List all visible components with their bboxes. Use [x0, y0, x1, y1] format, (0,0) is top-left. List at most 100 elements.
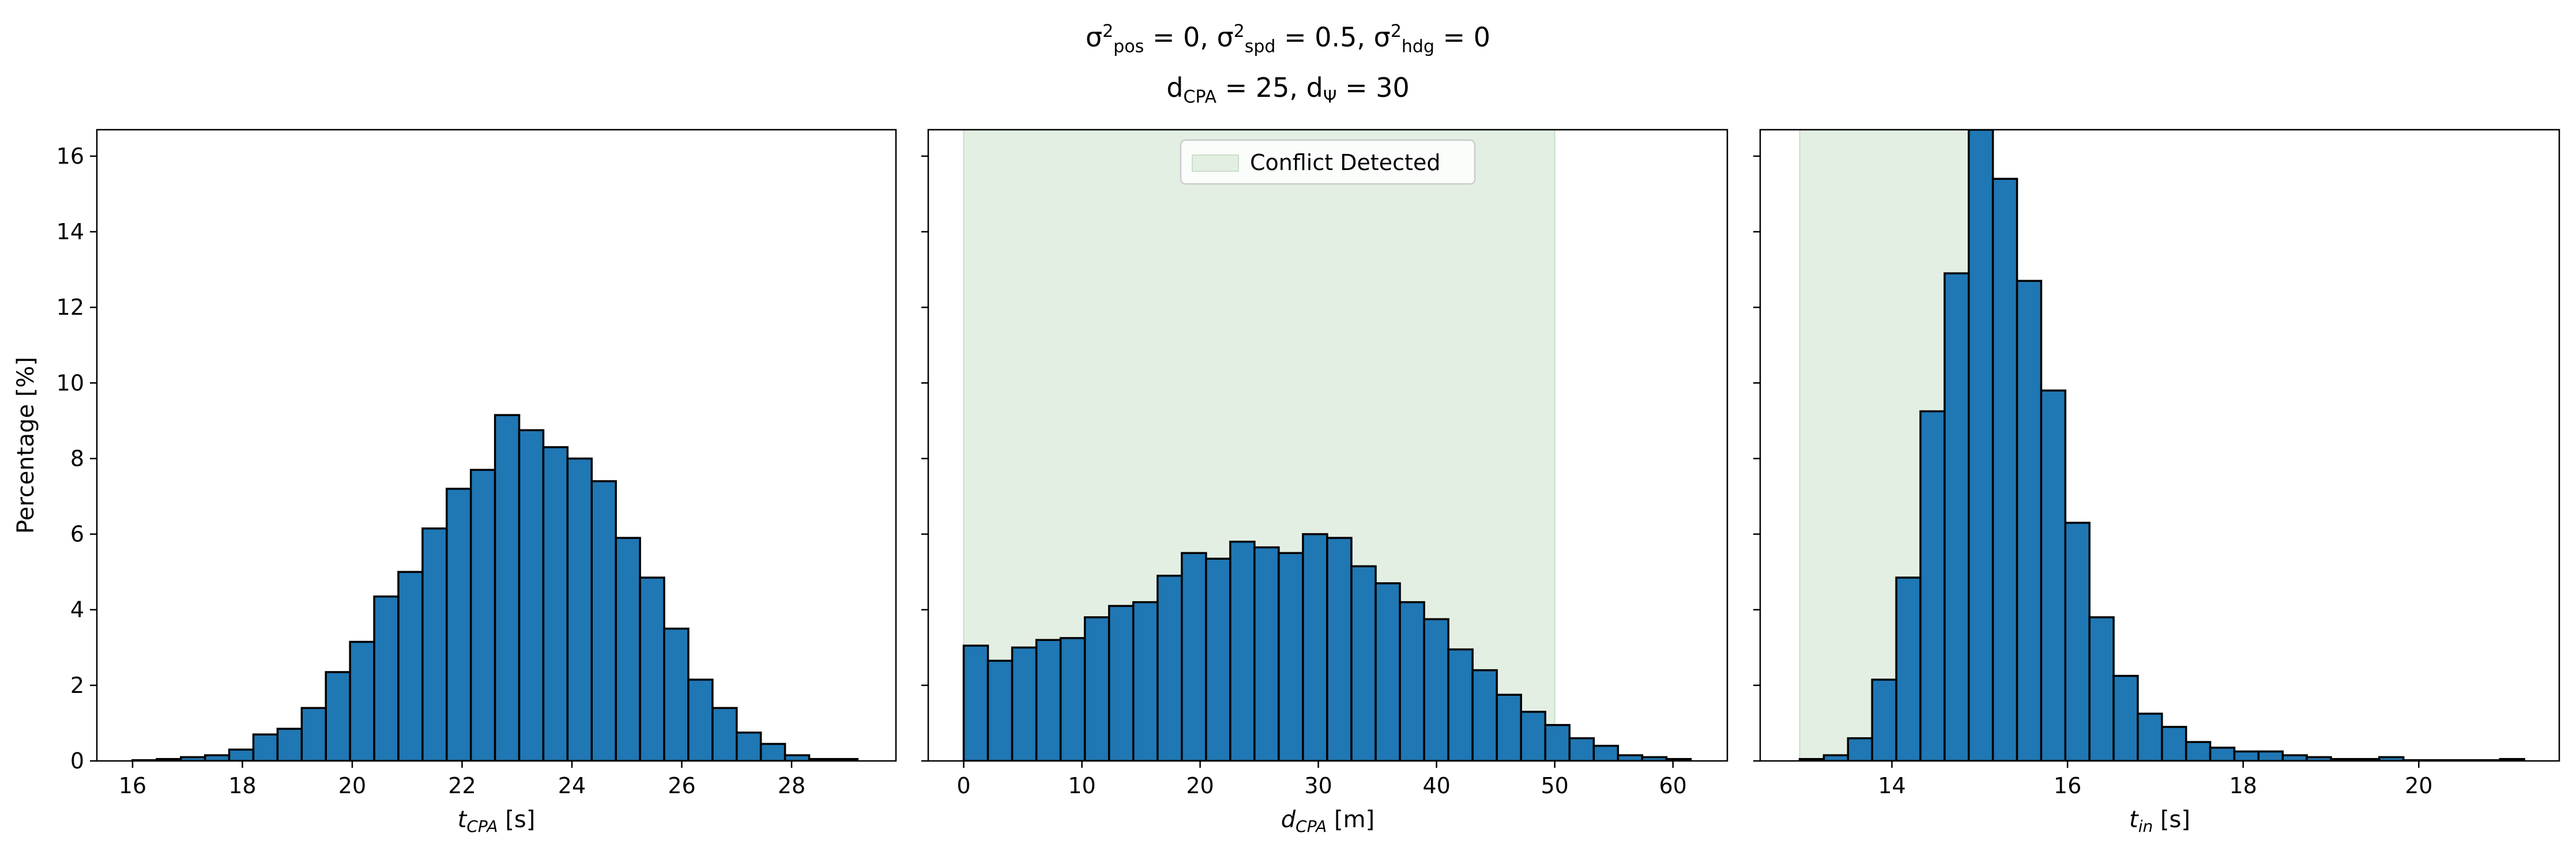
y-tick-label: 14 — [57, 219, 84, 244]
x-axis-label: tin [s] — [2129, 806, 2190, 836]
histogram-bar — [1035, 639, 1062, 761]
histogram-bar — [2161, 726, 2187, 761]
x-axis-label-unit: [s] — [2153, 806, 2190, 833]
y-tick-label: 16 — [57, 144, 84, 169]
histogram-bar — [276, 727, 303, 761]
title-line-2: dCPA = 25, dΨ = 30 — [0, 67, 2576, 118]
x-tick-label: 20 — [2405, 773, 2432, 798]
title-line-2-part: Ψ — [1323, 86, 1337, 107]
histogram-bar — [1617, 754, 1644, 761]
axes-frame — [927, 129, 1728, 762]
x-axis-label: tCPA [s] — [458, 806, 536, 836]
histogram-bar — [1919, 410, 1946, 761]
histogram-bar — [1447, 648, 1474, 761]
x-tick-label: 18 — [228, 773, 256, 798]
histogram-bar — [566, 457, 593, 761]
histogram-bar — [1991, 178, 2018, 761]
histogram-bar — [1399, 601, 1425, 761]
histogram-bar — [1278, 552, 1304, 761]
subplot-3: 14 16 18 20 tin [s] — [1753, 129, 2560, 836]
x-tick-label: 20 — [338, 773, 366, 798]
histogram-bar — [1229, 540, 1256, 761]
title-line-1-part: σ — [1085, 21, 1103, 53]
title-line-1-part: = 0 — [1434, 21, 1491, 53]
histogram-bar — [1059, 637, 1086, 761]
histogram-bar — [349, 640, 375, 761]
histogram-bar — [1181, 552, 1207, 761]
histogram-bar — [590, 480, 617, 761]
histogram-bar — [1520, 711, 1546, 761]
title-line-2-part: CPA — [1183, 86, 1217, 107]
histogram-bar — [986, 659, 1014, 761]
histogram-bar — [373, 595, 400, 761]
histogram-bar — [252, 733, 279, 761]
histogram-bars — [1798, 130, 2525, 761]
x-tick-label: 10 — [1068, 773, 1095, 798]
histogram-bar — [1592, 745, 1620, 761]
x-axis-label-sub: CPA — [466, 817, 498, 836]
histogram-bar — [2112, 674, 2139, 761]
histogram-bar — [1132, 601, 1159, 761]
y-tick-label: 10 — [57, 370, 84, 395]
histogram-bar — [300, 707, 327, 761]
histogram-bar — [962, 644, 989, 761]
histogram-bars — [131, 414, 859, 761]
histogram-bar — [446, 488, 472, 761]
x-tick-label: 60 — [1659, 773, 1687, 798]
x-axis-label-var: d — [1281, 806, 1296, 833]
x-tick-label: 30 — [1304, 773, 1332, 798]
histogram-bar — [1423, 618, 1449, 761]
y-axis-label: Percentage [%] — [13, 357, 39, 534]
histogram-bar — [1822, 754, 1850, 761]
histogram-bar — [1871, 678, 1897, 761]
histogram-bar — [2281, 754, 2308, 761]
histogram-bar — [1895, 576, 1922, 761]
x-tick-label: 26 — [668, 773, 695, 798]
y-tick-label: 8 — [70, 446, 84, 471]
x-axis-label: dCPA [m] — [1281, 806, 1374, 836]
title-line-2-part: d — [1166, 71, 1184, 103]
histogram-bar — [1302, 533, 1328, 761]
histogram-bar — [1944, 272, 1970, 761]
title-line-1-part: 2 — [1390, 21, 1402, 42]
y-tick-label: 6 — [70, 522, 84, 547]
histogram-bar — [1496, 693, 1522, 761]
legend-swatch — [1192, 154, 1239, 172]
x-tick-label: 16 — [119, 773, 146, 798]
title-line-1-part: hdg — [1401, 36, 1435, 57]
x-tick-label: 0 — [956, 773, 970, 798]
histogram-bar — [784, 754, 811, 761]
axes-frame — [96, 129, 897, 762]
histogram-bar — [518, 429, 545, 761]
histogram-bar — [615, 537, 641, 761]
histogram-bar — [2088, 616, 2115, 761]
title-line-1-part: 2 — [1233, 21, 1245, 42]
histogram-bar — [1544, 723, 1571, 761]
histogram-bar — [1568, 737, 1595, 761]
title-line-1-part: pos — [1113, 36, 1144, 57]
histogram-bar — [228, 748, 255, 761]
x-tick-label: 18 — [2229, 773, 2257, 798]
histogram-bar — [1108, 605, 1135, 761]
histogram-bar — [1253, 546, 1280, 761]
histogram-bar — [325, 671, 351, 761]
histogram-bar — [1471, 669, 1498, 761]
x-axis-label-var: t — [458, 806, 468, 833]
subplot-2: 0 10 20 30 40 50 60 dCPA [m] Conflict Detected — [921, 129, 1728, 836]
histogram-bar — [687, 678, 714, 761]
axes-frame — [1759, 129, 2560, 762]
histogram-bar — [639, 576, 665, 761]
histogram-bar — [494, 414, 521, 761]
title-line-2-part: = 30 — [1336, 71, 1410, 103]
histogram-bar — [469, 469, 496, 761]
x-tick-label: 22 — [448, 773, 476, 798]
histogram-bar — [542, 446, 569, 761]
x-axis-label-sub: CPA — [1295, 817, 1327, 836]
y-tick-label: 12 — [57, 295, 84, 320]
histogram-bar — [663, 627, 690, 761]
histogram-bar — [204, 754, 231, 761]
histogram-bar — [2257, 750, 2284, 761]
histogram-bar — [1083, 616, 1110, 761]
